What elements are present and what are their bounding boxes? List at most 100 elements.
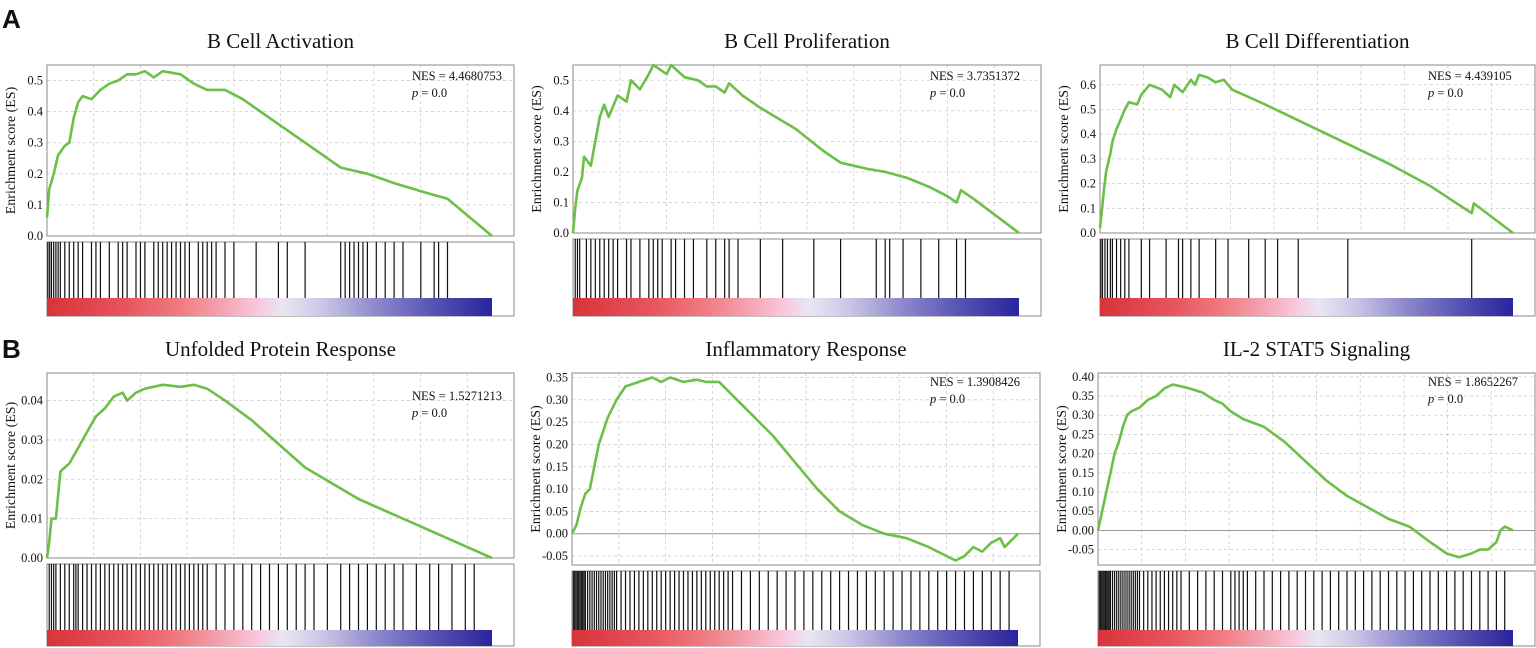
es-plot-frame bbox=[572, 64, 1042, 234]
p-value-label: p = 0.0 bbox=[411, 406, 447, 420]
y-tick-label: 0.30 bbox=[1072, 408, 1094, 422]
panel-label-a: A bbox=[2, 4, 21, 34]
p-symbol: p bbox=[929, 86, 936, 100]
nes-label: NES = 1.3908426 bbox=[930, 375, 1020, 389]
nes-label: NES = 4.439105 bbox=[1428, 69, 1512, 83]
y-tick-label: 0.15 bbox=[546, 460, 568, 474]
p-value-label: p = 0.0 bbox=[929, 86, 965, 100]
ranked-list-bar bbox=[47, 298, 492, 316]
y-tick-label: 0.00 bbox=[546, 527, 568, 541]
y-tick-label: 0.20 bbox=[546, 437, 568, 451]
y-tick-label: 0.05 bbox=[546, 504, 568, 518]
y-tick-label: 0.2 bbox=[1080, 177, 1096, 191]
y-tick-label: 0.0 bbox=[27, 229, 43, 243]
nes-label: NES = 4.4680753 bbox=[412, 69, 502, 83]
y-tick-label: 0.1 bbox=[27, 198, 43, 212]
y-tick-label: 0.10 bbox=[546, 482, 568, 496]
p-symbol: p bbox=[1427, 392, 1434, 406]
p-value: = 0.0 bbox=[1434, 86, 1463, 100]
gsea-panel: B Cell Activation Enrichment score (ES) 0.… bbox=[4, 29, 515, 317]
y-tick-label: 0.4 bbox=[1080, 127, 1096, 141]
gsea-panel: B Cell Differentiation Enrichment score (… bbox=[1057, 29, 1536, 317]
y-tick-label: 0.25 bbox=[546, 415, 568, 429]
y-tick-label: 0.00 bbox=[1072, 523, 1094, 537]
es-plot-frame bbox=[571, 372, 1041, 566]
y-tick-label: 0.2 bbox=[553, 165, 569, 179]
es-curve bbox=[45, 69, 493, 237]
y-tick-label: 0.05 bbox=[1072, 504, 1094, 518]
p-value-label: p = 0.0 bbox=[1427, 392, 1463, 406]
es-curve bbox=[1098, 73, 1514, 235]
y-tick-label: 0.3 bbox=[1080, 152, 1096, 166]
ranked-list-bar bbox=[572, 630, 1018, 646]
y-tick-label: 0.35 bbox=[1072, 389, 1094, 403]
es-curve bbox=[1096, 383, 1514, 559]
y-axis-label: Enrichment score (ES) bbox=[4, 401, 19, 529]
y-tick-label: 0.30 bbox=[546, 393, 568, 407]
chart-title: B Cell Activation bbox=[207, 29, 354, 53]
y-axis-label: Enrichment score (ES) bbox=[1057, 85, 1072, 213]
ranked-list-bar bbox=[47, 630, 492, 646]
es-plot-frame bbox=[1097, 372, 1536, 566]
gsea-panel: Unfolded Protein Response Enrichment scor… bbox=[4, 337, 515, 647]
y-tick-label: -0.05 bbox=[542, 549, 568, 563]
y-tick-label: 0.25 bbox=[1072, 427, 1094, 441]
y-tick-label: 0.3 bbox=[27, 136, 43, 150]
p-symbol: p bbox=[1427, 86, 1434, 100]
y-axis-label: Enrichment score (ES) bbox=[530, 85, 545, 213]
gsea-panel: Inflammatory Response Enrichment score (E… bbox=[529, 337, 1041, 647]
y-tick-label: 0.04 bbox=[21, 394, 44, 408]
y-tick-label: 0.2 bbox=[27, 167, 43, 181]
y-tick-label: 0.0 bbox=[1080, 226, 1096, 240]
y-tick-label: 0.4 bbox=[553, 104, 569, 118]
chart-title: B Cell Differentiation bbox=[1226, 29, 1410, 53]
p-symbol: p bbox=[411, 406, 418, 420]
es-curve bbox=[570, 376, 1019, 562]
y-tick-label: 0.15 bbox=[1072, 466, 1094, 480]
y-tick-label: 0.03 bbox=[21, 433, 43, 447]
p-value: = 0.0 bbox=[418, 406, 447, 420]
p-symbol: p bbox=[411, 86, 418, 100]
nes-label: NES = 1.8652267 bbox=[1428, 375, 1518, 389]
y-tick-label: 0.4 bbox=[27, 105, 43, 119]
ranked-list-bar bbox=[1098, 630, 1513, 646]
y-axis-label: Enrichment score (ES) bbox=[1055, 405, 1070, 533]
y-axis-label: Enrichment score (ES) bbox=[529, 405, 544, 533]
p-value: = 0.0 bbox=[1434, 392, 1463, 406]
y-tick-label: 0.01 bbox=[21, 512, 43, 526]
p-symbol: p bbox=[929, 392, 936, 406]
es-curve bbox=[45, 383, 493, 560]
y-tick-label: 0.5 bbox=[1080, 102, 1096, 116]
panel-label-b: B bbox=[2, 334, 21, 364]
y-tick-label: 0.3 bbox=[553, 134, 569, 148]
es-plot-frame bbox=[1099, 64, 1536, 234]
p-value: = 0.0 bbox=[936, 86, 965, 100]
nes-label: NES = 1.5271213 bbox=[412, 389, 502, 403]
es-plot-frame bbox=[46, 372, 515, 559]
y-tick-label: 0.5 bbox=[27, 74, 43, 88]
es-curve bbox=[571, 63, 1020, 235]
y-tick-label: -0.05 bbox=[1068, 543, 1094, 557]
es-plot-frame bbox=[46, 64, 515, 237]
y-tick-label: 0.1 bbox=[553, 195, 569, 209]
y-tick-label: 0.35 bbox=[546, 370, 568, 384]
y-axis-label: Enrichment score (ES) bbox=[4, 86, 19, 214]
y-tick-label: 0.1 bbox=[1080, 201, 1096, 215]
p-value-label: p = 0.0 bbox=[411, 86, 447, 100]
gsea-panel: IL-2 STAT5 Signaling Enrichment score (ES… bbox=[1055, 337, 1536, 647]
y-tick-label: 0.02 bbox=[21, 472, 43, 486]
p-value: = 0.0 bbox=[936, 392, 965, 406]
ranked-list-bar bbox=[1100, 298, 1513, 316]
y-tick-label: 0.00 bbox=[21, 551, 43, 565]
chart-title: B Cell Proliferation bbox=[724, 29, 890, 53]
ranked-list-bar bbox=[573, 298, 1019, 316]
chart-title: Unfolded Protein Response bbox=[165, 337, 396, 361]
y-tick-label: 0.20 bbox=[1072, 447, 1094, 461]
y-tick-label: 0.6 bbox=[1080, 78, 1096, 92]
gsea-panel: B Cell Proliferation Enrichment score (ES… bbox=[530, 29, 1042, 317]
p-value-label: p = 0.0 bbox=[1427, 86, 1463, 100]
y-tick-label: 0.0 bbox=[553, 226, 569, 240]
y-tick-label: 0.5 bbox=[553, 73, 569, 87]
